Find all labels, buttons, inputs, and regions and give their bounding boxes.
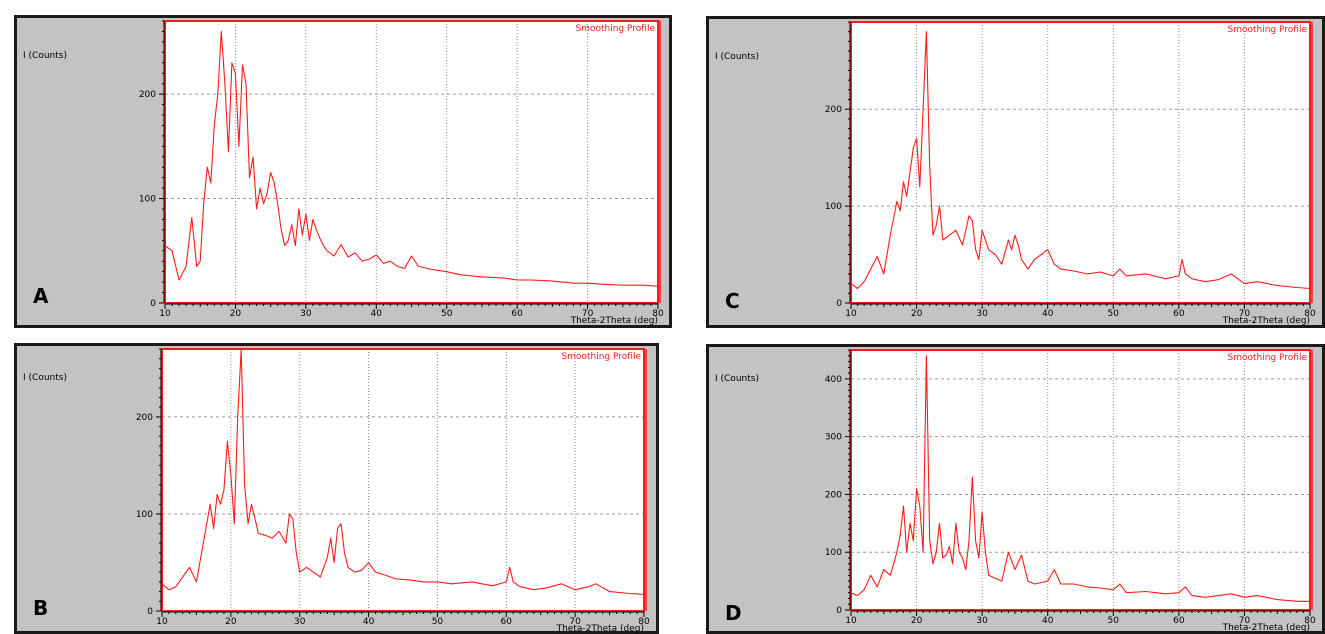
x-tick-label: 70 xyxy=(1239,309,1251,319)
x-tick-label: 50 xyxy=(1108,616,1120,626)
x-tick-label: 40 xyxy=(1042,309,1054,319)
x-axis-label: Theta-2Theta (deg) xyxy=(1222,623,1310,633)
x-tick-label: 30 xyxy=(976,309,988,319)
x-tick-label: 80 xyxy=(1304,616,1316,626)
y-tick-label: 0 xyxy=(147,607,153,617)
x-tick-label: 30 xyxy=(976,616,988,626)
x-tick-label: 50 xyxy=(432,617,444,627)
y-tick-label: 100 xyxy=(139,195,156,205)
x-tick-label: 40 xyxy=(363,617,375,627)
panel-letter: D xyxy=(725,601,742,625)
x-tick-label: 40 xyxy=(1042,616,1054,626)
panel-c: I (Counts) 0 100 200 10 20 30 40 50 60 70 80 Theta-… xyxy=(706,16,1325,328)
x-tick-label: 80 xyxy=(1304,309,1316,319)
panel-d: I (Counts) 0 100 200 300 400 10 20 30 40 50 60 70 80… xyxy=(706,344,1325,634)
y-tick-label: 100 xyxy=(825,548,842,558)
y-tick-label: 0 xyxy=(836,606,842,616)
xrd-chart-d: 0 100 200 300 400 10 20 30 40 50 60 70 80Theta-2Thet… xyxy=(825,349,1316,633)
y-axis-label: I (Counts) xyxy=(23,373,67,383)
plot-area xyxy=(162,349,644,611)
x-tick-label: 30 xyxy=(300,309,312,319)
x-tick-label: 60 xyxy=(1173,616,1185,626)
y-tick-label: 200 xyxy=(825,105,842,115)
panel-letter: A xyxy=(33,284,49,308)
x-tick-label: 60 xyxy=(1173,309,1185,319)
x-tick-label: 30 xyxy=(294,617,306,627)
x-tick-label: 70 xyxy=(569,617,581,627)
series-line xyxy=(161,348,645,596)
panel-a: I (Counts) 0 100 200 10 20 30 40 50 60 70 80 Theta-… xyxy=(14,15,672,328)
plot-area xyxy=(165,21,658,303)
panel-letter: C xyxy=(725,289,740,313)
legend-label: Smoothing Profile xyxy=(562,352,642,362)
y-tick-label: 200 xyxy=(136,413,153,423)
x-axis-label: Theta-2Theta (deg) xyxy=(1222,316,1310,326)
series-line xyxy=(850,31,1311,290)
y-axis-label: I (Counts) xyxy=(715,52,759,62)
x-tick-label: 20 xyxy=(911,309,923,319)
legend-label: Smoothing Profile xyxy=(1228,25,1308,35)
y-axis-label: I (Counts) xyxy=(23,51,67,61)
y-axis-label: I (Counts) xyxy=(715,374,759,384)
x-axis-label: Theta-2Theta (deg) xyxy=(570,316,658,326)
panel-letter: B xyxy=(33,596,49,620)
legend-label: Smoothing Profile xyxy=(576,24,656,34)
x-tick-label: 10 xyxy=(159,309,171,319)
y-tick-label: 0 xyxy=(150,299,156,309)
x-tick-label: 50 xyxy=(441,309,453,319)
series-line xyxy=(850,355,1310,602)
x-tick-label: 20 xyxy=(225,617,237,627)
x-tick-label: 10 xyxy=(845,616,857,626)
plot-frame xyxy=(850,349,1311,611)
plot-frame xyxy=(850,21,1311,304)
y-tick-label: 100 xyxy=(136,510,153,520)
y-tick-label: 400 xyxy=(825,375,842,385)
x-tick-label: 10 xyxy=(845,309,857,319)
x-tick-label: 70 xyxy=(1239,616,1251,626)
plot-area xyxy=(851,22,1310,303)
x-tick-label: 10 xyxy=(156,617,168,627)
x-tick-label: 60 xyxy=(501,617,513,627)
x-tick-label: 80 xyxy=(638,617,650,627)
y-tick-label: 0 xyxy=(836,299,842,309)
y-tick-label: 200 xyxy=(825,490,842,500)
plot-area xyxy=(851,350,1310,610)
x-tick-label: 40 xyxy=(371,309,383,319)
x-tick-label: 20 xyxy=(911,616,923,626)
x-tick-label: 60 xyxy=(511,309,523,319)
x-tick-label: 50 xyxy=(1108,309,1120,319)
plot-frame xyxy=(161,348,645,612)
y-tick-label: 100 xyxy=(825,202,842,212)
plot-frame xyxy=(164,20,659,304)
legend-label: Smoothing Profile xyxy=(1228,353,1308,363)
x-axis-label: Theta-2Theta (deg) xyxy=(556,624,644,634)
y-tick-label: 200 xyxy=(139,90,156,100)
x-tick-label: 70 xyxy=(582,309,594,319)
x-tick-label: 80 xyxy=(652,309,664,319)
x-tick-label: 20 xyxy=(230,309,242,319)
y-tick-label: 300 xyxy=(825,433,842,443)
series-line xyxy=(164,30,659,287)
panel-b: I (Counts) 0 100 200 10 20 30 40 50 60 70 80 Theta-… xyxy=(14,343,659,634)
